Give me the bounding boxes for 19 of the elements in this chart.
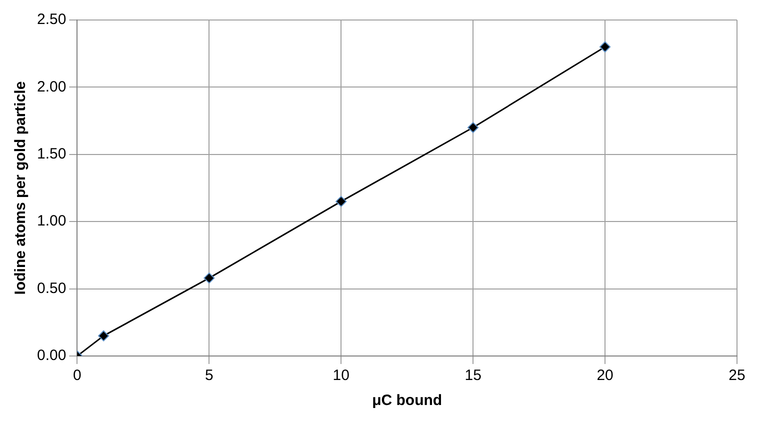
x-axis-title: μC bound — [372, 392, 442, 410]
x-tick-label: 15 — [464, 367, 482, 384]
point — [468, 122, 479, 134]
y-tick-label: 0.50 — [36, 280, 66, 297]
point — [600, 41, 611, 52]
point — [204, 272, 215, 284]
y-tick-label: 0.00 — [36, 347, 66, 364]
x-tick-label: 10 — [332, 367, 350, 384]
x-tick-label: 20 — [596, 367, 614, 384]
point — [98, 330, 110, 342]
x-tick-label: 0 — [73, 367, 82, 384]
y-tick-label: 2.50 — [36, 11, 66, 28]
x-tick-label: 25 — [728, 367, 746, 384]
point — [336, 196, 347, 207]
y-tick-label: 1.50 — [36, 146, 66, 163]
y-tick-label: 1.00 — [36, 212, 66, 230]
y-axis-title: Iodine atoms per gold particle — [12, 81, 30, 295]
x-tick-label: 5 — [204, 367, 214, 384]
y-tick-label: 2.00 — [36, 78, 66, 96]
